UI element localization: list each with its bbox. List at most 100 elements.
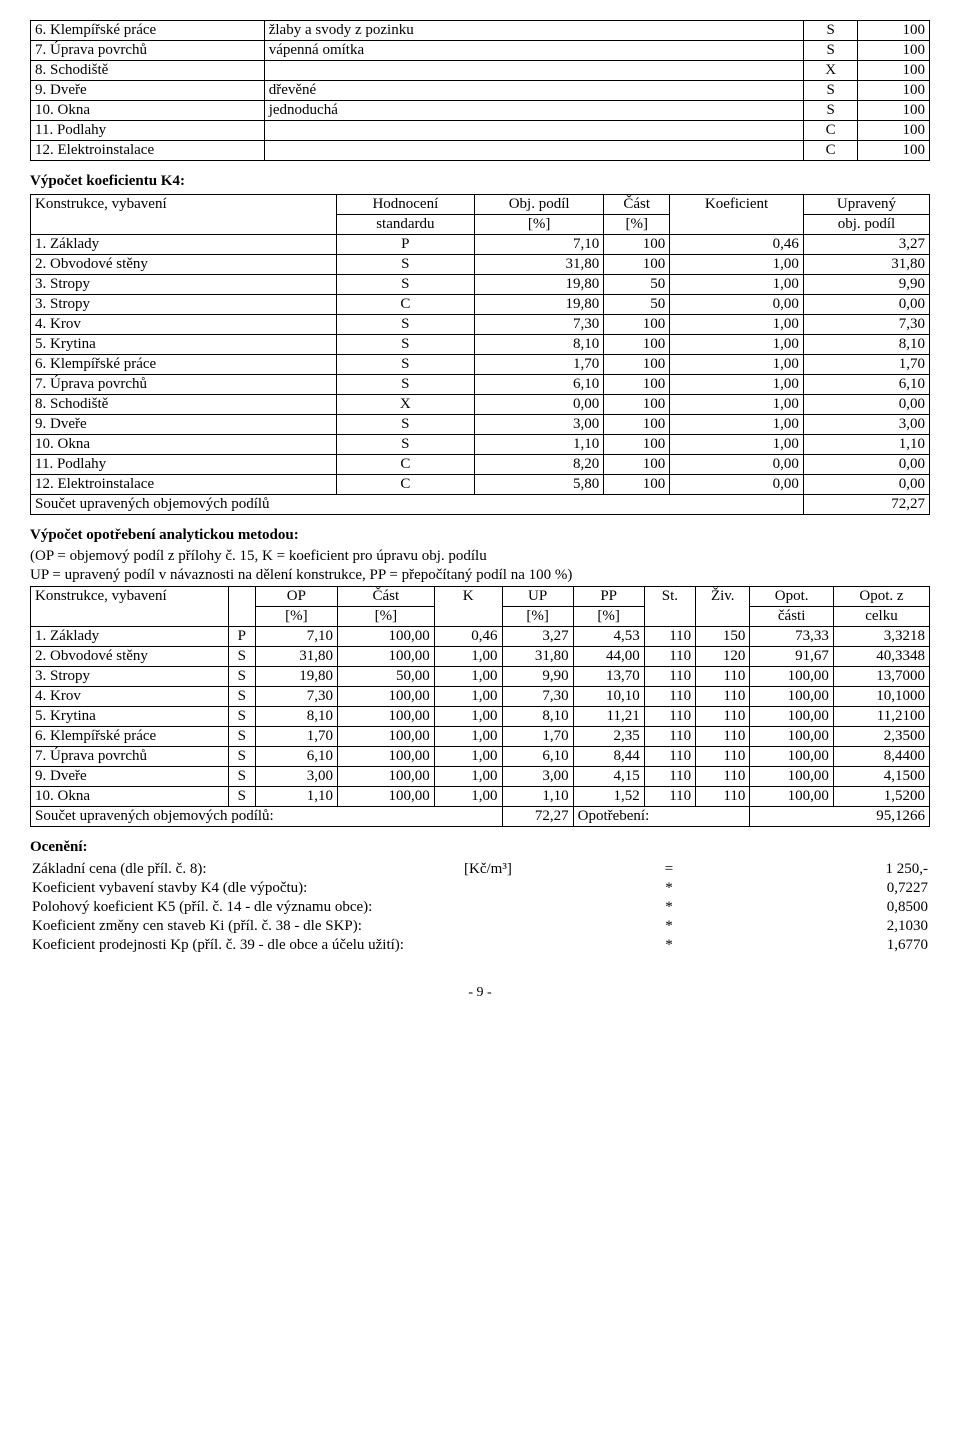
opot-k: 1,00	[434, 747, 502, 767]
k4-grade: X	[336, 395, 474, 415]
table-row: 4. Krov S 7,30 100,00 1,00 7,30 10,10 11…	[31, 687, 930, 707]
table-row: 3. Stropy C 19,80 50 0,00 0,00	[31, 295, 930, 315]
opot-h-up-a: UP	[502, 587, 573, 607]
opot-h-oc-b: části	[750, 607, 834, 627]
k4-cast: 100	[604, 255, 670, 275]
k4-cast: 50	[604, 275, 670, 295]
k4-op: 5,80	[475, 475, 604, 495]
ocen-table: Základní cena (dle příl. č. 8): [Kč/m³] …	[30, 860, 930, 955]
spec-grade: S	[804, 81, 858, 101]
spec-grade: X	[804, 61, 858, 81]
ocen-label: Koeficient vybavení stavby K4 (dle výpoč…	[30, 879, 462, 898]
opot-st: 110	[644, 727, 695, 747]
opot-label: 2. Obvodové stěny	[31, 647, 229, 667]
ocen-label: Koeficient prodejnosti Kp (příl. č. 39 -…	[30, 936, 462, 955]
spec-table: 6. Klempířské práce žlaby a svody z pozi…	[30, 20, 930, 161]
k4-up: 0,00	[803, 295, 929, 315]
ocen-unit	[462, 898, 642, 917]
k4-op: 1,10	[475, 435, 604, 455]
k4-k: 0,00	[670, 475, 804, 495]
k4-cast: 100	[604, 375, 670, 395]
opot-up: 3,27	[502, 627, 573, 647]
table-row: Polohový koeficient K5 (příl. č. 14 - dl…	[30, 898, 930, 917]
spec-desc	[264, 121, 803, 141]
spec-pct: 100	[858, 41, 930, 61]
k4-op: 19,80	[475, 295, 604, 315]
opot-st: 110	[644, 667, 695, 687]
table-row: 5. Krytina S 8,10 100,00 1,00 8,10 11,21…	[31, 707, 930, 727]
k4-grade: S	[336, 435, 474, 455]
k4-table: Konstrukce, vybavení Hodnocení Obj. podí…	[30, 194, 930, 515]
k4-cast: 100	[604, 315, 670, 335]
k4-cast: 100	[604, 435, 670, 455]
opot-op: 8,10	[255, 707, 337, 727]
opot-pp: 13,70	[573, 667, 644, 687]
k4-up: 1,70	[803, 355, 929, 375]
k4-op: 6,10	[475, 375, 604, 395]
opot-oz: 4,1500	[833, 767, 929, 787]
opot-ziv: 110	[696, 727, 750, 747]
opot-grade: S	[228, 707, 255, 727]
opot-oz: 8,4400	[833, 747, 929, 767]
table-row: 3. Stropy S 19,80 50,00 1,00 9,90 13,70 …	[31, 667, 930, 687]
k4-k: 1,00	[670, 355, 804, 375]
table-row: 1. Základy P 7,10 100,00 0,46 3,27 4,53 …	[31, 627, 930, 647]
k4-k: 1,00	[670, 395, 804, 415]
opot-op: 3,00	[255, 767, 337, 787]
opot-h-cast-b: [%]	[338, 607, 435, 627]
opot-oc: 91,67	[750, 647, 834, 667]
opot-st: 110	[644, 747, 695, 767]
opot-st: 110	[644, 787, 695, 807]
k4-k: 0,00	[670, 455, 804, 475]
table-row: 10. Okna S 1,10 100,00 1,00 1,10 1,52 11…	[31, 787, 930, 807]
opot-label: 7. Úprava povrchů	[31, 747, 229, 767]
k4-cast: 100	[604, 475, 670, 495]
k4-cast: 100	[604, 415, 670, 435]
k4-k: 0,00	[670, 295, 804, 315]
opot-pp: 10,10	[573, 687, 644, 707]
table-row: 11. Podlahy C 8,20 100 0,00 0,00	[31, 455, 930, 475]
table-row: 7. Úprava povrchů S 6,10 100,00 1,00 6,1…	[31, 747, 930, 767]
opot-oc: 100,00	[750, 767, 834, 787]
opot-label: 10. Okna	[31, 787, 229, 807]
spec-pct: 100	[858, 121, 930, 141]
table-row: 7. Úprava povrchů vápenná omítka S 100	[31, 41, 930, 61]
k4-op: 8,10	[475, 335, 604, 355]
table-row: 6. Klempířské práce S 1,70 100 1,00 1,70	[31, 355, 930, 375]
spec-grade: S	[804, 41, 858, 61]
opot-k: 1,00	[434, 647, 502, 667]
table-row: 12. Elektroinstalace C 100	[31, 141, 930, 161]
k4-op: 19,80	[475, 275, 604, 295]
k4-grade: S	[336, 315, 474, 335]
opot-op: 1,70	[255, 727, 337, 747]
k4-up: 3,00	[803, 415, 929, 435]
k4-grade: S	[336, 375, 474, 395]
spec-pct: 100	[858, 101, 930, 121]
opot-grade: S	[228, 767, 255, 787]
opot-ziv: 110	[696, 767, 750, 787]
opot-ziv: 150	[696, 627, 750, 647]
opot-cast: 100,00	[338, 627, 435, 647]
k4-k: 1,00	[670, 375, 804, 395]
ocen-title: Ocenění:	[30, 839, 930, 856]
opot-k: 1,00	[434, 767, 502, 787]
k4-grade: P	[336, 235, 474, 255]
opot-oc: 73,33	[750, 627, 834, 647]
opot-label: 5. Krytina	[31, 707, 229, 727]
opot-oz: 2,3500	[833, 727, 929, 747]
ocen-unit	[462, 936, 642, 955]
spec-label: 12. Elektroinstalace	[31, 141, 265, 161]
ocen-val: 0,7227	[696, 879, 930, 898]
opot-oz: 10,1000	[833, 687, 929, 707]
k4-grade: C	[336, 455, 474, 475]
k4-k: 1,00	[670, 315, 804, 335]
opot-st: 110	[644, 687, 695, 707]
table-row: 6. Klempířské práce S 1,70 100,00 1,00 1…	[31, 727, 930, 747]
opot-table: Konstrukce, vybavení OP Část K UP PP St.…	[30, 586, 930, 827]
k4-label: 6. Klempířské práce	[31, 355, 337, 375]
spec-label: 7. Úprava povrchů	[31, 41, 265, 61]
opot-title: Výpočet opotřebení analytickou metodou:	[30, 527, 930, 544]
ocen-val: 1 250,-	[696, 860, 930, 879]
table-row: 11. Podlahy C 100	[31, 121, 930, 141]
ocen-val: 2,1030	[696, 917, 930, 936]
